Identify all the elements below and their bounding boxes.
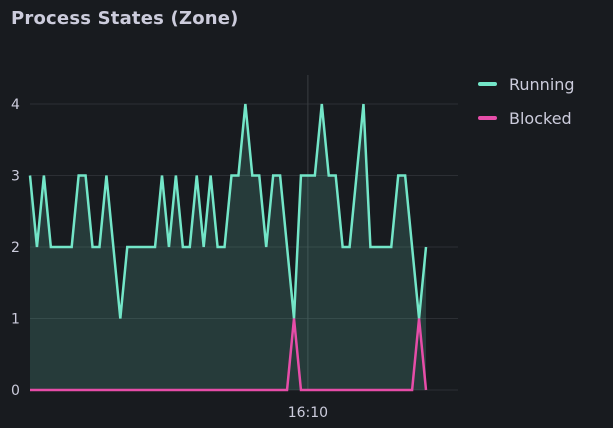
x-tick-label: 16:10: [288, 405, 328, 421]
series-line-running: [28, 103, 428, 319]
series-lines: [28, 103, 428, 392]
series-areas: [30, 104, 426, 390]
y-tick-label: 1: [11, 312, 20, 328]
legend-swatch: [478, 116, 497, 120]
series-area-running: [30, 104, 426, 390]
legend-label: Blocked: [509, 108, 572, 128]
y-tick-label: 4: [11, 97, 20, 113]
legend: Running Blocked: [478, 73, 575, 141]
panel-title: Process States (Zone): [11, 8, 239, 29]
legend-item-running[interactable]: Running: [478, 73, 575, 95]
y-tick-label: 2: [11, 240, 20, 256]
y-tick-label: 3: [11, 169, 20, 185]
y-tick-label: 0: [11, 383, 20, 399]
legend-swatch: [478, 82, 497, 86]
x-axis-ticks: 16:10: [288, 405, 328, 421]
legend-item-blocked[interactable]: Blocked: [478, 107, 575, 129]
y-axis-ticks: 0 1 2 3 4: [11, 97, 20, 399]
legend-label: Running: [509, 74, 575, 94]
series-line-blocked: [30, 318, 428, 392]
